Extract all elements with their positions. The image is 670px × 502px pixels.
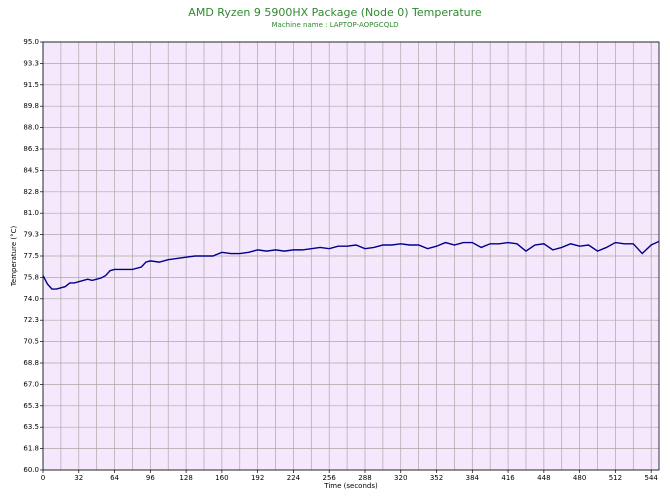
y-tick-label: 74.0 [23, 295, 39, 303]
y-tick-label: 67.0 [23, 380, 39, 388]
y-tick-label: 61.8 [23, 445, 39, 453]
y-tick-label: 84.5 [23, 166, 39, 174]
y-tick-label: 89.8 [23, 102, 39, 110]
y-tick-label: 81.0 [23, 209, 39, 217]
x-tick-label: 512 [609, 474, 622, 482]
chart-subtitle: Machine name : LAPTOP-AOPGCQLD [272, 21, 399, 29]
x-tick-label: 256 [323, 474, 337, 482]
y-tick-label: 82.8 [23, 188, 39, 196]
x-tick-label: 96 [146, 474, 155, 482]
y-axis-label: Temperature (°C) [10, 226, 18, 288]
x-tick-label: 480 [573, 474, 586, 482]
x-tick-label: 32 [74, 474, 83, 482]
y-tick-label: 77.5 [23, 252, 39, 260]
y-tick-label: 75.8 [23, 273, 39, 281]
x-tick-label: 64 [110, 474, 119, 482]
x-tick-label: 448 [537, 474, 550, 482]
chart-title: AMD Ryzen 9 5900HX Package (Node 0) Temp… [188, 6, 482, 19]
x-tick-label: 416 [501, 474, 515, 482]
x-tick-label: 384 [466, 474, 480, 482]
y-tick-label: 93.3 [23, 59, 39, 67]
x-tick-label: 0 [41, 474, 45, 482]
y-tick-label: 86.3 [23, 145, 39, 153]
x-tick-label: 224 [287, 474, 301, 482]
x-tick-label: 544 [644, 474, 658, 482]
x-tick-label: 160 [215, 474, 228, 482]
y-tick-label: 70.5 [23, 338, 39, 346]
series-line [42, 240, 660, 290]
y-tick-label: 63.5 [23, 423, 39, 431]
y-tick-label: 88.0 [23, 124, 39, 132]
y-tick-label: 79.3 [23, 231, 39, 239]
y-tick-label: 65.3 [23, 402, 39, 410]
x-tick-label: 288 [358, 474, 371, 482]
y-tick-label: 60.0 [23, 466, 39, 474]
x-tick-label: 320 [394, 474, 407, 482]
y-tick-label: 68.8 [23, 359, 39, 367]
plot-border [42, 41, 660, 471]
x-tick-label: 352 [430, 474, 443, 482]
x-axis-label: Time (seconds) [323, 482, 378, 490]
x-tick-label: 128 [179, 474, 192, 482]
x-tick-label: 192 [251, 474, 264, 482]
y-tick-label: 95.0 [23, 38, 39, 46]
y-tick-label: 72.3 [23, 316, 39, 324]
y-tick-label: 91.5 [23, 81, 39, 89]
